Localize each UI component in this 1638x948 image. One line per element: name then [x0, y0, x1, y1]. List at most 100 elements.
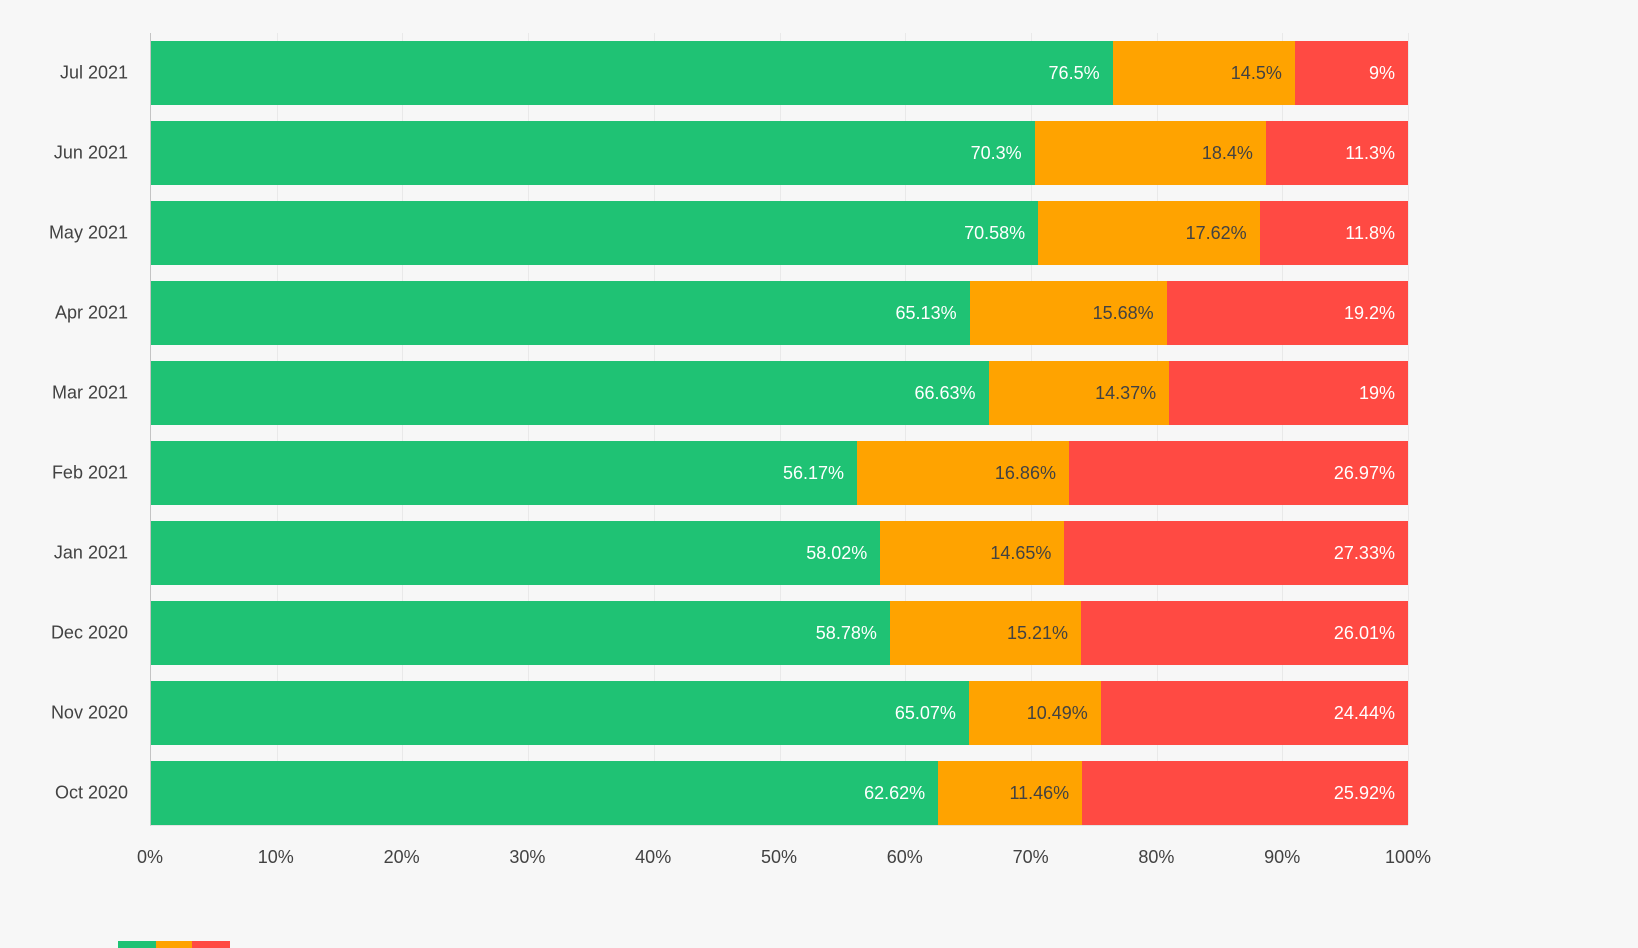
- bar-segment-orange[interactable]: 16.86%: [857, 441, 1069, 505]
- category-label: Jul 2021: [59, 62, 128, 83]
- bar-segment-red[interactable]: 11.3%: [1265, 121, 1408, 185]
- segment-label: 15.68%: [1092, 302, 1154, 323]
- segment-label: 25.92%: [1333, 782, 1395, 803]
- segment-label: 58.02%: [806, 542, 868, 563]
- bar-segment-red[interactable]: 19.2%: [1166, 281, 1408, 345]
- bar-segment-green[interactable]: 70.58%: [151, 201, 1039, 265]
- bar-track: 66.63% 14.37% 19%: [151, 361, 1408, 425]
- segment-label: 19.2%: [1343, 302, 1395, 323]
- x-axis: 0% 10% 20% 30% 40% 50% 60% 70% 80% 90% 100%: [137, 847, 1431, 877]
- segment-label: 14.65%: [990, 542, 1052, 563]
- bar-segment-orange[interactable]: 15.21%: [889, 601, 1082, 665]
- segment-label: 17.62%: [1185, 222, 1247, 243]
- cutoff-segment-orange: [156, 941, 192, 948]
- cutoff-segment-green: [118, 941, 156, 948]
- bar-row: Feb 2021 56.17% 16.86% 26.97%: [52, 441, 1408, 505]
- bar-segment-red[interactable]: 24.44%: [1100, 681, 1408, 745]
- x-axis-tick-label: 0%: [136, 847, 164, 867]
- segment-label: 11.3%: [1345, 142, 1395, 163]
- bar-segment-red[interactable]: 11.8%: [1259, 201, 1408, 265]
- x-axis-tick-label: 100%: [1384, 847, 1432, 867]
- category-label: Nov 2020: [50, 702, 128, 723]
- x-axis-tick-label: 20%: [383, 847, 420, 867]
- segment-label: 70.58%: [964, 222, 1026, 243]
- x-axis-tick-label: 80%: [1138, 847, 1175, 867]
- bar-track: 58.78% 15.21% 26.01%: [151, 601, 1408, 665]
- x-axis-tick-label: 60%: [886, 847, 923, 867]
- bar-segment-red[interactable]: 26.97%: [1068, 441, 1408, 505]
- bar-segment-green[interactable]: 56.17%: [151, 441, 858, 505]
- segment-label: 9%: [1368, 62, 1395, 83]
- cutoff-strip: [118, 941, 230, 948]
- bar-track: 65.13% 15.68% 19.2%: [151, 281, 1408, 345]
- bar-segment-red[interactable]: 19%: [1169, 361, 1408, 425]
- x-axis-tick-label: 90%: [1264, 847, 1301, 867]
- segment-label: 65.13%: [895, 302, 957, 323]
- plot-area: Jul 2021 76.5% 14.5% 9% Jun 2021 70.3% 18.4% 11…: [49, 33, 1409, 826]
- bar-segment-green[interactable]: 62.62%: [151, 761, 939, 825]
- bar-segment-orange[interactable]: 14.37%: [988, 361, 1170, 425]
- category-label: Oct 2020: [54, 782, 128, 803]
- segment-label: 10.49%: [1026, 702, 1088, 723]
- bar-segment-green[interactable]: 76.5%: [151, 41, 1113, 105]
- bar-segment-orange[interactable]: 14.65%: [880, 521, 1065, 585]
- bar-segment-red[interactable]: 25.92%: [1082, 761, 1408, 825]
- segment-label: 19%: [1358, 382, 1395, 403]
- segment-label: 27.33%: [1333, 542, 1395, 563]
- bar-row: Jun 2021 70.3% 18.4% 11.3%: [54, 121, 1408, 185]
- segment-label: 14.5%: [1230, 62, 1282, 83]
- bar-track: 70.58% 17.62% 11.8%: [151, 201, 1408, 265]
- bar-row: May 2021 70.58% 17.62% 11.8%: [49, 201, 1408, 265]
- cutoff-segment-red: [192, 941, 230, 948]
- bar-track: 76.5% 14.5% 9%: [151, 41, 1408, 105]
- bar-segment-red[interactable]: 27.33%: [1064, 521, 1408, 585]
- x-axis-tick-label: 30%: [509, 847, 546, 867]
- segment-label: 15.21%: [1006, 622, 1069, 643]
- bar-segment-red[interactable]: 9%: [1294, 41, 1408, 105]
- bar-track: 56.17% 16.86% 26.97%: [151, 441, 1408, 505]
- category-label: Jun 2021: [53, 142, 128, 163]
- bar-track: 70.3% 18.4% 11.3%: [151, 121, 1408, 185]
- bar-segment-orange[interactable]: 18.4%: [1034, 121, 1266, 185]
- bar-segment-green[interactable]: 58.78%: [151, 601, 890, 665]
- bar-segment-orange[interactable]: 14.5%: [1112, 41, 1295, 105]
- bar-row: Oct 2020 62.62% 11.46% 25.92%: [55, 761, 1408, 825]
- segment-label: 58.78%: [815, 622, 877, 643]
- bar-row: Mar 2021 66.63% 14.37% 19%: [52, 361, 1408, 425]
- segment-label: 11.8%: [1345, 222, 1395, 243]
- bar-segment-orange[interactable]: 10.49%: [968, 681, 1101, 745]
- bar-segment-orange[interactable]: 17.62%: [1038, 201, 1260, 265]
- segment-label: 26.01%: [1333, 622, 1395, 643]
- bar-row: Jan 2021 58.02% 14.65% 27.33%: [54, 521, 1408, 585]
- segment-label: 76.5%: [1048, 62, 1100, 83]
- segment-label: 56.17%: [782, 462, 845, 483]
- segment-label: 70.3%: [970, 142, 1022, 163]
- segment-label: 18.4%: [1201, 142, 1253, 163]
- segment-label: 66.63%: [914, 382, 976, 403]
- bar-segment-green[interactable]: 65.07%: [151, 681, 969, 745]
- segment-label: 14.37%: [1095, 382, 1157, 403]
- bar-row: Jul 2021 76.5% 14.5% 9%: [60, 41, 1408, 105]
- category-label: Apr 2021: [54, 302, 128, 323]
- bar-track: 62.62% 11.46% 25.92%: [151, 761, 1408, 825]
- bar-segment-green[interactable]: 58.02%: [151, 521, 881, 585]
- bar-segment-orange[interactable]: 15.68%: [969, 281, 1167, 345]
- bar-segment-green[interactable]: 65.13%: [151, 281, 970, 345]
- bar-segment-green[interactable]: 66.63%: [151, 361, 989, 425]
- segment-label: 26.97%: [1333, 462, 1395, 483]
- category-label: Jan 2021: [53, 542, 128, 563]
- bar-segment-red[interactable]: 26.01%: [1081, 601, 1408, 665]
- bar-row: Apr 2021 65.13% 15.68% 19.2%: [55, 281, 1408, 345]
- rows: Jul 2021 76.5% 14.5% 9% Jun 2021 70.3% 18.4% 11…: [49, 41, 1408, 825]
- x-axis-tick-label: 50%: [760, 847, 798, 867]
- category-label: Dec 2020: [50, 622, 128, 643]
- gridline: [1408, 33, 1409, 825]
- bar-track: 58.02% 14.65% 27.33%: [151, 521, 1408, 585]
- bar-segment-orange[interactable]: 11.46%: [938, 761, 1083, 825]
- segment-label: 16.86%: [994, 462, 1056, 483]
- segment-label: 65.07%: [894, 702, 956, 723]
- bar-row: Dec 2020 58.78% 15.21% 26.01%: [51, 601, 1408, 665]
- bar-segment-green[interactable]: 70.3%: [151, 121, 1035, 185]
- bar-track: 65.07% 10.49% 24.44%: [151, 681, 1408, 745]
- x-axis-tick-label: 40%: [635, 847, 672, 867]
